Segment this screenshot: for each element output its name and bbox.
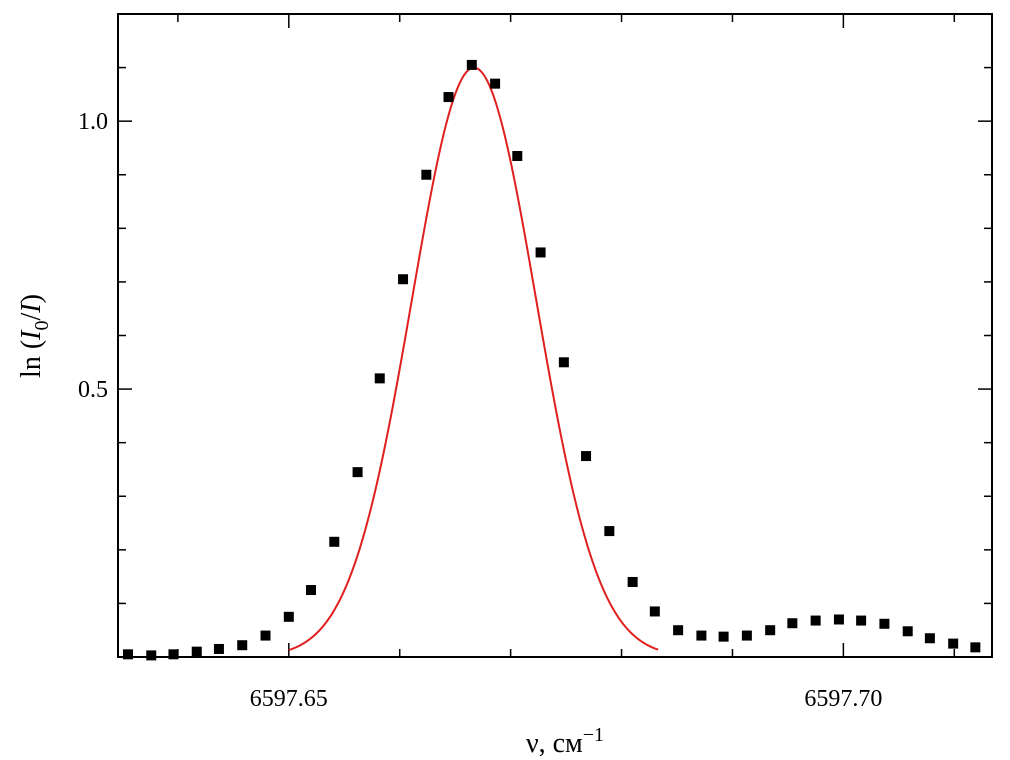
- data-point: [329, 536, 340, 547]
- tick-labels: 6597.65 6597.70 0.5 1.0: [78, 109, 882, 712]
- data-point: [604, 526, 615, 537]
- data-point: [352, 467, 363, 478]
- fit-curve: [288, 66, 659, 652]
- data-point: [810, 615, 821, 626]
- data-point: [741, 630, 752, 641]
- data-points: [122, 59, 981, 661]
- data-point: [970, 642, 981, 653]
- data-point: [879, 618, 890, 629]
- data-point: [191, 646, 202, 657]
- data-point: [902, 626, 913, 637]
- data-point: [535, 247, 546, 258]
- data-point: [765, 625, 776, 636]
- data-point: [649, 606, 660, 617]
- data-point: [490, 78, 501, 89]
- data-point: [512, 150, 523, 161]
- data-point: [146, 650, 157, 661]
- data-point: [466, 59, 477, 70]
- x-tick-label: 6597.70: [804, 686, 882, 712]
- x-tick-label: 6597.65: [250, 686, 328, 712]
- data-point: [856, 615, 867, 626]
- data-point: [213, 643, 224, 654]
- axis-ticks: [118, 14, 992, 657]
- data-point: [673, 625, 684, 636]
- data-point: [833, 614, 844, 625]
- data-point: [374, 373, 385, 384]
- data-point: [924, 633, 935, 644]
- y-tick-label: 0.5: [78, 377, 108, 403]
- data-point: [558, 357, 569, 368]
- data-point: [260, 630, 271, 641]
- data-point: [237, 640, 248, 651]
- data-point: [696, 630, 707, 641]
- data-point: [168, 649, 179, 660]
- data-point: [305, 585, 316, 596]
- data-point: [122, 649, 133, 660]
- data-point: [581, 451, 592, 462]
- data-point: [948, 638, 959, 649]
- data-point: [718, 631, 729, 642]
- y-axis-label: ln (I0/I): [16, 294, 53, 378]
- data-point: [398, 274, 409, 285]
- plot-frame: [117, 13, 993, 658]
- data-point: [787, 618, 798, 629]
- data-point: [283, 611, 294, 622]
- x-axis-label: ν, см−1: [526, 724, 604, 759]
- data-point: [627, 576, 638, 587]
- y-tick-label: 1.0: [78, 109, 108, 135]
- data-point: [421, 169, 432, 180]
- data-point: [443, 92, 454, 103]
